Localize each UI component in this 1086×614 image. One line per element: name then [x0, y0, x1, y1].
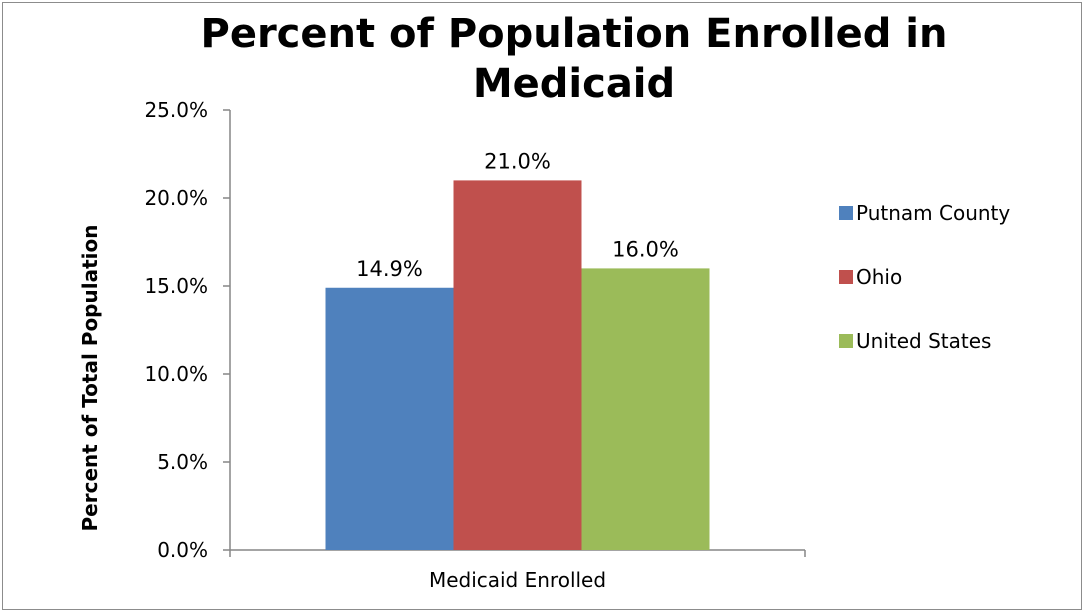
y-axis-label: Percent of Total Population: [78, 225, 102, 532]
legend-entry-label: Putnam County: [856, 201, 1010, 225]
plot-area: 0.0% 5.0% 10.0% 15.0% 20.0% 25.0% Medicaid Enr…: [144, 98, 806, 592]
bar-chart: Percent of Population Enrolled in Medica…: [78, 11, 1010, 592]
bar-united-states: [581, 268, 710, 550]
y-tick-label: 15.0%: [144, 274, 208, 298]
y-tick-label: 20.0%: [144, 186, 208, 210]
y-tick-label: 10.0%: [144, 362, 208, 386]
legend-swatch: [839, 270, 853, 284]
legend-entry-label: Ohio: [856, 265, 902, 289]
data-label: 21.0%: [484, 149, 551, 173]
chart-title-line-2: Medicaid: [473, 61, 675, 107]
x-category-label: Medicaid Enrolled: [429, 568, 606, 592]
chart-title-line-1: Percent of Population Enrolled in: [201, 11, 948, 57]
legend: Putnam County Ohio United States: [839, 201, 1010, 353]
y-tick-label: 0.0%: [157, 538, 208, 562]
data-label: 16.0%: [612, 237, 679, 261]
data-label: 14.9%: [356, 257, 423, 281]
legend-entry-label: United States: [856, 329, 991, 353]
legend-swatch: [839, 334, 853, 348]
bar-putnam-county: [325, 287, 454, 550]
bar-ohio: [453, 180, 582, 550]
legend-swatch: [839, 206, 853, 220]
y-tick-label: 5.0%: [157, 450, 208, 474]
y-tick-label: 25.0%: [144, 98, 208, 122]
